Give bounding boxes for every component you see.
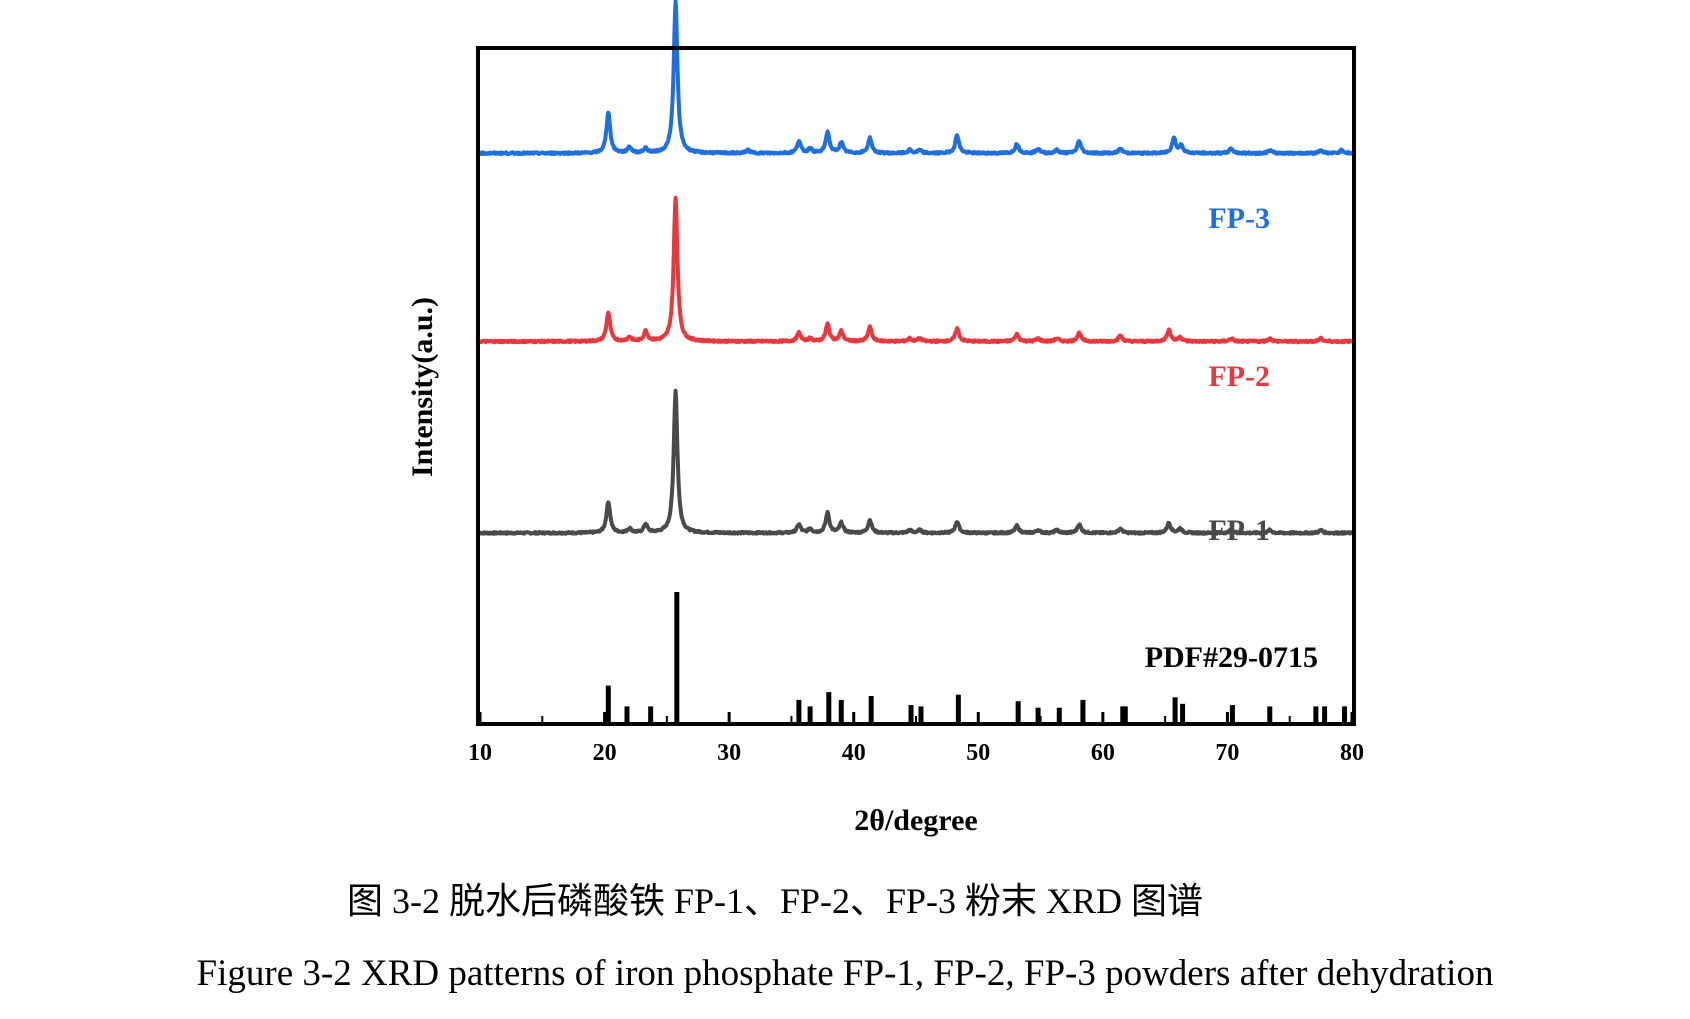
x-axis-ticks: 10 20 30 40 50 60 70 80 <box>468 712 1364 766</box>
series-line-fp-3 <box>478 0 1354 157</box>
x-tick-label: 80 <box>1340 740 1364 766</box>
reference-line-group <box>605 592 1348 722</box>
x-tick-label: 30 <box>717 740 741 766</box>
series-label-fp-1: FP-1 <box>1208 514 1270 547</box>
x-tick-label: 50 <box>966 740 990 766</box>
series-group <box>478 0 1354 536</box>
series-line-fp-1 <box>478 388 1354 536</box>
plot-frame <box>476 46 1356 726</box>
reference-label: PDF#29-0715 <box>1145 641 1318 674</box>
series-line-fp-2 <box>478 195 1354 345</box>
y-axis-title: Intensity(a.u.) <box>406 297 439 477</box>
x-tick-label: 10 <box>468 740 492 766</box>
series-label-fp-2: FP-2 <box>1208 360 1270 393</box>
x-tick-label: 60 <box>1091 740 1115 766</box>
caption-english: Figure 3-2 XRD patterns of iron phosphat… <box>196 953 1494 994</box>
series-labels: FP-1 FP-2 FP-3 PDF#29-0715 <box>1145 202 1318 674</box>
x-tick-label: 40 <box>842 740 866 766</box>
x-tick-label: 20 <box>593 740 617 766</box>
x-tick-label: 70 <box>1215 740 1239 766</box>
x-axis-title: 2θ/degree <box>854 804 977 837</box>
caption-chinese: 图 3-2 脱水后磷酸铁 FP-1、FP-2、FP-3 粉末 XRD 图谱 <box>346 881 1204 921</box>
series-label-fp-3: FP-3 <box>1208 202 1270 235</box>
